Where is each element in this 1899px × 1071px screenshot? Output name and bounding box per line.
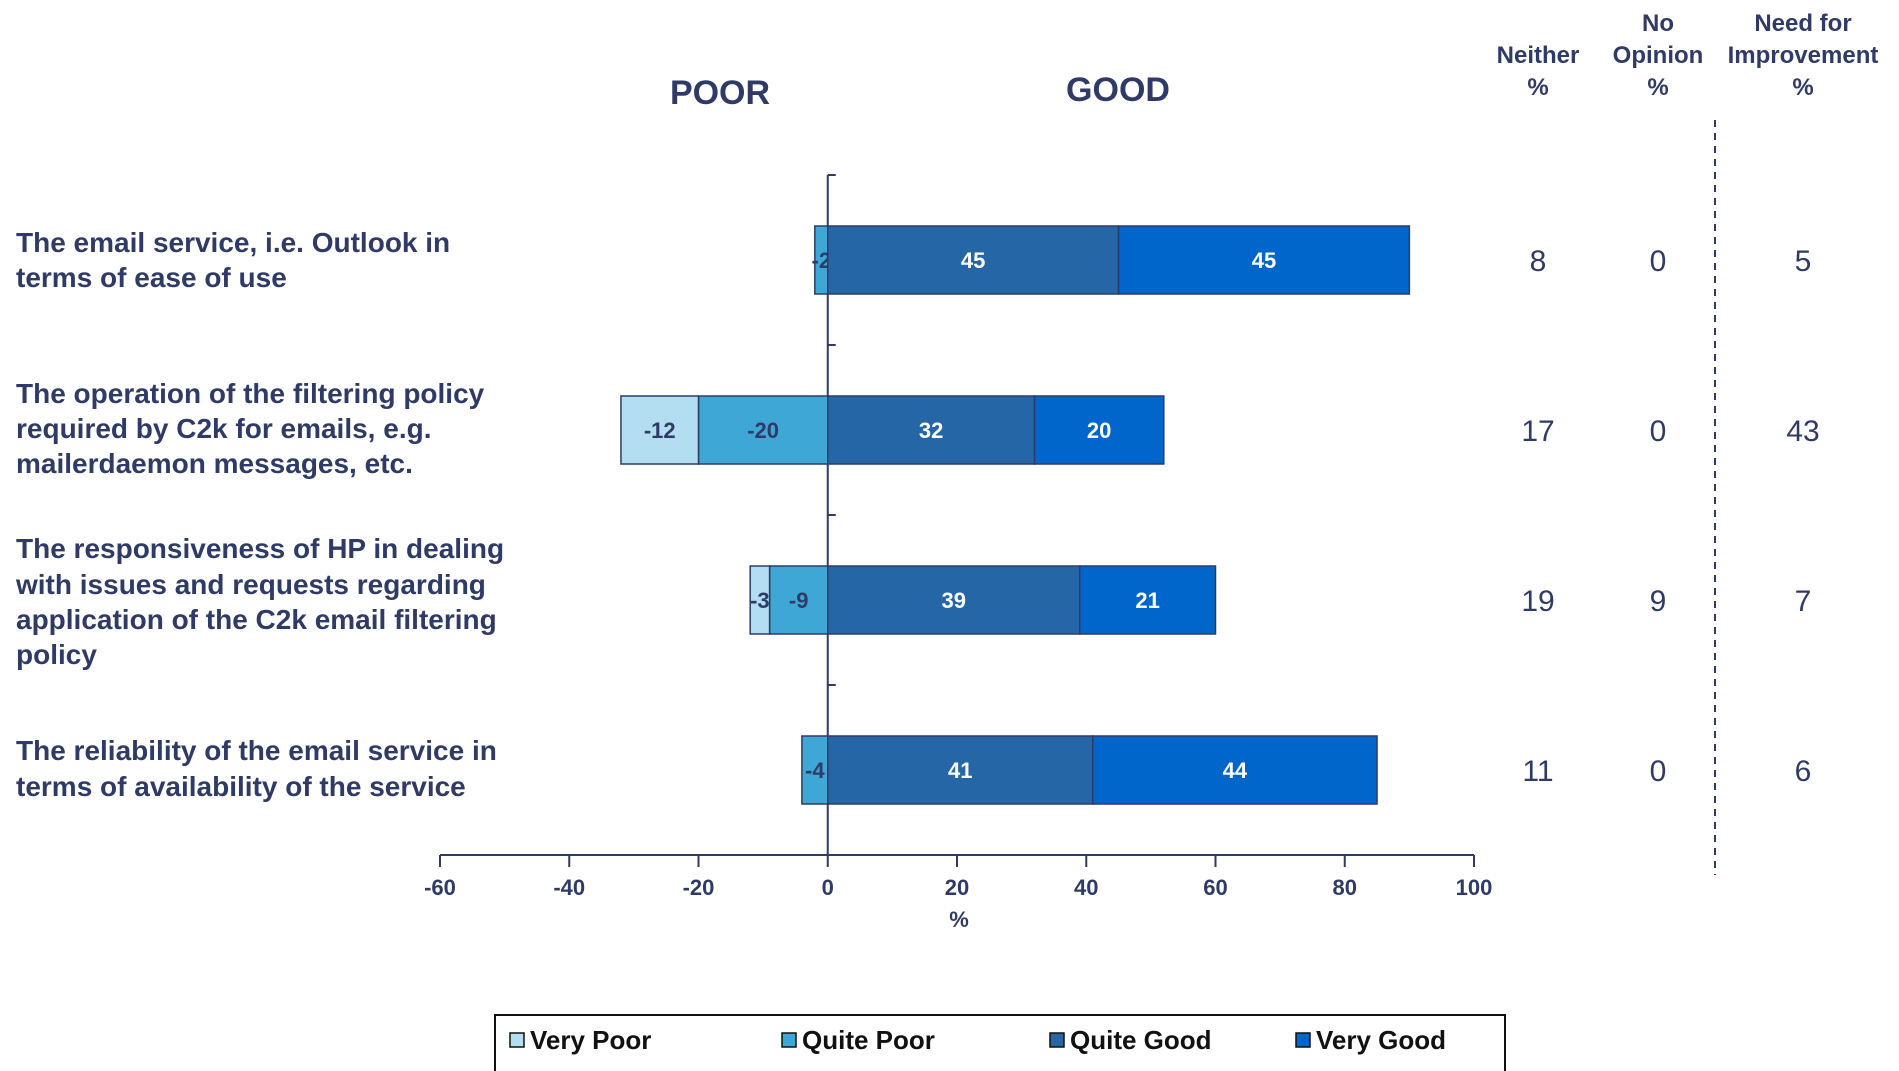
legend-label-quite-good: Quite Good (1070, 1025, 1212, 1055)
category-label-1-line-0: The operation of the filtering policy (16, 378, 485, 409)
column-0-value-1: 17 (1521, 415, 1554, 448)
column-0-value-0: 8 (1530, 245, 1547, 278)
column-header-2-line-0: Need for (1754, 10, 1851, 37)
bar-label-very-good-3: 44 (1223, 758, 1248, 783)
x-tick-label-4: 20 (945, 875, 969, 900)
category-label-1-line-2: mailerdaemon messages, etc. (16, 448, 413, 479)
column-2-value-1: 43 (1786, 415, 1819, 448)
column-1-value-2: 9 (1650, 585, 1667, 618)
category-label-1-line-1: required by C2k for emails, e.g. (16, 413, 431, 444)
bar-label-very-good-1: 20 (1087, 418, 1111, 443)
bar-very-good-1 (1033, 395, 1165, 465)
bar-label-quite-good-1: 32 (919, 418, 943, 443)
bar-label-very-good-2: 21 (1135, 588, 1159, 613)
column-0-value-3: 11 (1522, 755, 1553, 788)
x-tick-label-1: -40 (553, 875, 585, 900)
column-header-2-line-2: % (1792, 74, 1813, 101)
x-tick-label-7: 80 (1333, 875, 1357, 900)
column-1-value-3: 0 (1650, 755, 1667, 788)
legend-swatch-very-good (1295, 1032, 1311, 1048)
legend-swatch-very-poor (509, 1032, 525, 1048)
bar-quite-poor-3 (801, 735, 829, 805)
column-header-1-line-0: No (1642, 10, 1674, 37)
x-tick-label-2: -20 (683, 875, 715, 900)
bar-very-poor-1 (620, 395, 700, 465)
bar-quite-good-1 (827, 395, 1036, 465)
legend-label-very-good: Very Good (1316, 1025, 1446, 1055)
x-tick-label-6: 60 (1203, 875, 1227, 900)
bar-label-very-poor-2: -3 (750, 588, 770, 613)
bar-quite-good-2 (827, 565, 1081, 635)
x-tick-label-3: 0 (822, 875, 834, 900)
column-header-0-line-1: % (1527, 74, 1548, 101)
category-label-3-line-0: The reliability of the email service in (16, 735, 497, 766)
legend-box (494, 1014, 1506, 1071)
bar-label-quite-good-0: 45 (961, 248, 985, 273)
column-1-value-0: 0 (1650, 245, 1667, 278)
category-label-2-line-1: with issues and requests regarding (15, 569, 486, 600)
bar-label-quite-good-2: 39 (942, 588, 966, 613)
column-2-value-2: 7 (1795, 585, 1812, 618)
category-label-0-line-1: terms of ease of use (16, 262, 287, 293)
bar-label-very-good-0: 45 (1252, 248, 1276, 273)
column-2-value-3: 6 (1795, 755, 1812, 788)
category-label-2-line-0: The responsiveness of HP in dealing (16, 533, 504, 564)
bar-label-very-poor-1: -12 (644, 418, 676, 443)
bar-quite-good-0 (827, 225, 1120, 295)
bar-label-quite-poor-0: -2 (812, 248, 832, 273)
column-header-2-line-1: Improvement (1728, 42, 1879, 69)
legend-label-very-poor: Very Poor (530, 1025, 651, 1055)
bar-very-good-0 (1117, 225, 1411, 295)
legend-swatch-quite-poor (781, 1032, 797, 1048)
category-label-0-line-0: The email service, i.e. Outlook in (16, 227, 450, 258)
bar-very-good-2 (1079, 565, 1217, 635)
legend-label-quite-poor: Quite Poor (802, 1025, 935, 1055)
legend-swatch-quite-good (1049, 1032, 1065, 1048)
category-label-2-line-3: policy (16, 639, 97, 670)
good-side-title: GOOD (1066, 71, 1170, 109)
bar-label-quite-good-3: 41 (948, 758, 972, 783)
bar-label-quite-poor-2: -9 (789, 588, 809, 613)
category-label-3-line-1: terms of availability of the service (16, 771, 466, 802)
column-1-value-1: 0 (1650, 415, 1667, 448)
category-label-2-line-2: application of the C2k email filtering (16, 604, 497, 635)
bar-very-poor-2 (749, 565, 771, 635)
x-tick-label-0: -60 (424, 875, 456, 900)
bar-label-quite-poor-3: -4 (805, 758, 825, 783)
poor-side-title: POOR (670, 74, 770, 112)
column-header-1-line-2: % (1647, 74, 1668, 101)
bar-very-good-3 (1091, 735, 1378, 805)
x-tick-label-5: 40 (1074, 875, 1098, 900)
x-axis-label: % (949, 907, 969, 932)
column-header-1-line-1: Opinion (1613, 42, 1704, 69)
column-header-0-line-0: Neither (1497, 42, 1580, 69)
x-tick-label-8: 100 (1456, 875, 1493, 900)
bar-label-quite-poor-1: -20 (747, 418, 779, 443)
column-2-value-0: 5 (1795, 245, 1812, 278)
column-0-value-2: 19 (1521, 585, 1554, 618)
